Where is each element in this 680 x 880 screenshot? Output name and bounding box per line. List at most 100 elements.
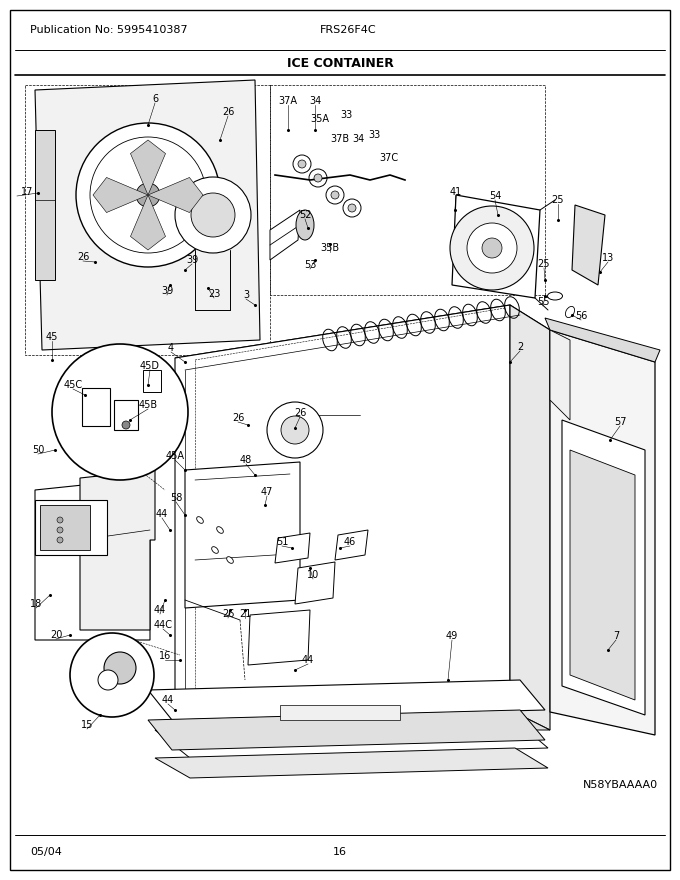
Circle shape — [191, 193, 235, 237]
Polygon shape — [248, 610, 310, 665]
Text: 34: 34 — [352, 134, 364, 144]
Text: 53: 53 — [304, 260, 316, 270]
Text: 45A: 45A — [165, 451, 184, 461]
Text: 44C: 44C — [154, 620, 173, 630]
Circle shape — [482, 238, 502, 258]
Polygon shape — [155, 720, 548, 758]
Circle shape — [70, 633, 154, 717]
Text: 25: 25 — [538, 259, 550, 269]
Polygon shape — [562, 420, 645, 715]
Text: 47: 47 — [261, 487, 273, 497]
Circle shape — [76, 123, 220, 267]
Text: 37C: 37C — [379, 153, 398, 163]
Circle shape — [309, 169, 327, 187]
Text: 13: 13 — [602, 253, 614, 263]
Circle shape — [52, 344, 188, 480]
Text: 48: 48 — [240, 455, 252, 465]
Polygon shape — [510, 305, 550, 730]
Text: 20: 20 — [50, 630, 62, 640]
Bar — [280, 705, 400, 720]
Polygon shape — [550, 330, 570, 420]
Text: 26: 26 — [222, 107, 234, 117]
Text: 10: 10 — [307, 570, 319, 580]
Text: 26: 26 — [222, 609, 234, 619]
Polygon shape — [35, 80, 260, 350]
Circle shape — [122, 421, 130, 429]
Polygon shape — [295, 562, 335, 604]
Bar — [114, 400, 138, 430]
Ellipse shape — [226, 557, 233, 563]
Polygon shape — [452, 195, 540, 298]
Text: 33: 33 — [340, 110, 352, 120]
Text: 58: 58 — [170, 493, 182, 503]
Text: 44: 44 — [156, 509, 168, 519]
Polygon shape — [35, 130, 55, 280]
Text: 57: 57 — [614, 417, 626, 427]
Text: 25: 25 — [551, 195, 564, 205]
Text: 44: 44 — [162, 695, 174, 705]
Text: 05/04: 05/04 — [30, 847, 62, 857]
Polygon shape — [545, 318, 660, 362]
Text: 41: 41 — [450, 187, 462, 197]
Text: 23: 23 — [208, 289, 220, 299]
Polygon shape — [93, 178, 148, 213]
Ellipse shape — [197, 517, 203, 524]
Bar — [35, 500, 107, 555]
Text: 39: 39 — [161, 286, 173, 296]
Circle shape — [57, 527, 63, 533]
Ellipse shape — [217, 526, 223, 533]
Text: 45B: 45B — [139, 400, 158, 410]
Ellipse shape — [211, 546, 218, 554]
Text: 44: 44 — [154, 605, 166, 615]
Text: 49: 49 — [446, 631, 458, 641]
Circle shape — [343, 199, 361, 217]
Polygon shape — [148, 680, 545, 720]
Circle shape — [467, 223, 517, 273]
Polygon shape — [35, 478, 150, 640]
Text: 17: 17 — [21, 187, 33, 197]
Polygon shape — [155, 748, 548, 778]
Circle shape — [348, 204, 356, 212]
Text: 55: 55 — [537, 297, 549, 307]
Bar — [82, 388, 110, 426]
Text: 7: 7 — [613, 631, 619, 641]
Circle shape — [90, 137, 206, 253]
Polygon shape — [175, 710, 550, 730]
Circle shape — [267, 402, 323, 458]
Text: 18: 18 — [30, 599, 42, 609]
Text: 6: 6 — [152, 94, 158, 104]
Polygon shape — [572, 205, 605, 285]
Ellipse shape — [547, 292, 562, 300]
Bar — [25, 85, 270, 355]
Polygon shape — [131, 195, 165, 250]
Circle shape — [175, 177, 251, 253]
Polygon shape — [570, 450, 635, 700]
Text: 26: 26 — [232, 413, 244, 423]
Text: 45C: 45C — [63, 380, 82, 390]
Text: 2: 2 — [517, 342, 523, 352]
Text: Publication No: 5995410387: Publication No: 5995410387 — [30, 25, 188, 35]
Polygon shape — [148, 710, 545, 750]
Text: 56: 56 — [575, 311, 588, 321]
Text: ICE CONTAINER: ICE CONTAINER — [286, 56, 394, 70]
Polygon shape — [80, 470, 155, 630]
Circle shape — [104, 652, 136, 684]
Text: 37A: 37A — [279, 96, 298, 106]
Text: 35A: 35A — [311, 114, 330, 124]
Text: 46: 46 — [344, 537, 356, 547]
Polygon shape — [550, 330, 655, 735]
Circle shape — [326, 186, 344, 204]
Polygon shape — [175, 305, 510, 710]
Text: 4: 4 — [168, 343, 174, 353]
Text: 26: 26 — [294, 408, 306, 418]
Text: 50: 50 — [32, 445, 44, 455]
Text: 21: 21 — [239, 609, 251, 619]
Polygon shape — [185, 462, 300, 608]
Text: 16: 16 — [159, 651, 171, 661]
Text: 15: 15 — [81, 720, 93, 730]
Circle shape — [298, 160, 306, 168]
Circle shape — [293, 155, 311, 173]
Text: 26: 26 — [77, 252, 89, 262]
Text: 52: 52 — [299, 210, 311, 220]
Polygon shape — [148, 178, 203, 213]
